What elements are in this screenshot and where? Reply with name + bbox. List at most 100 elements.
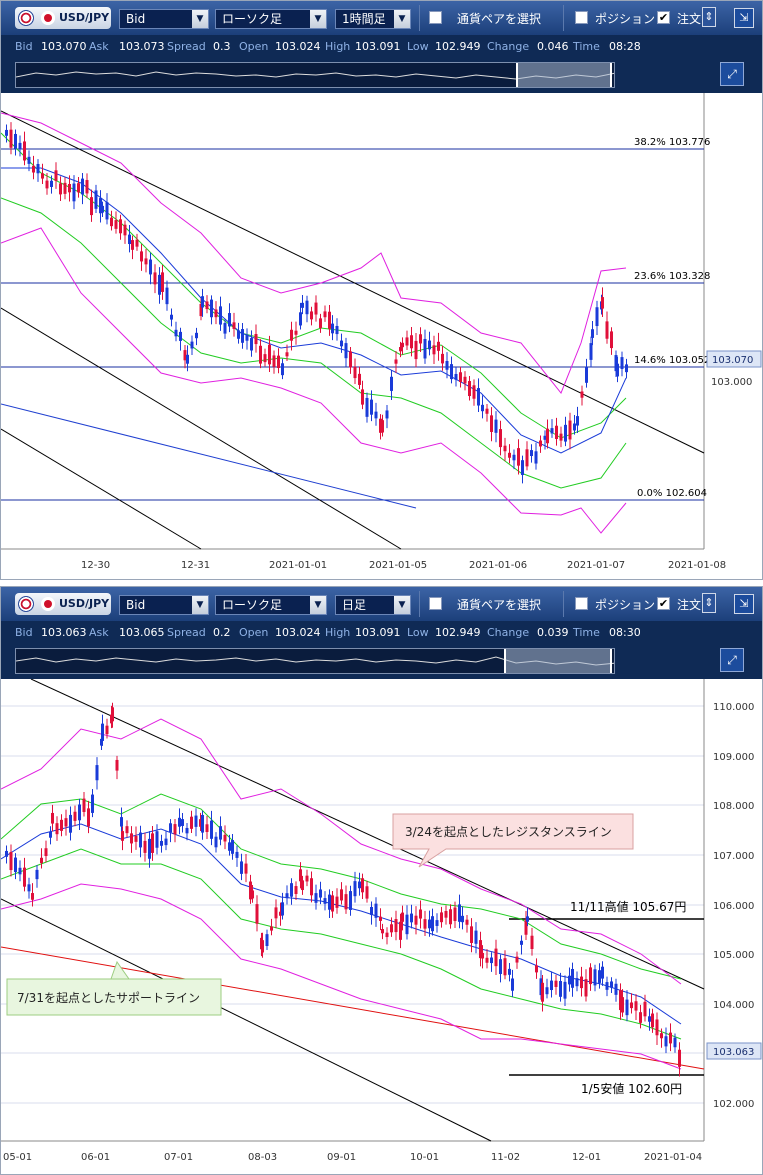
symbol-button[interactable]: USD/JPY bbox=[15, 593, 111, 615]
pair-select-label[interactable]: 通貨ペアを選択 bbox=[457, 12, 542, 26]
navigator[interactable] bbox=[15, 62, 615, 88]
navigator-handle[interactable] bbox=[504, 649, 612, 673]
candle bbox=[181, 819, 184, 826]
candle bbox=[161, 272, 164, 292]
candle bbox=[445, 361, 449, 370]
y-tick-label: 104.000 bbox=[713, 1000, 754, 1011]
expand-icon[interactable]: ⤢ bbox=[720, 62, 744, 86]
candle bbox=[323, 898, 327, 904]
toolbar: USD/JPY Bid ▼ ローソク足 ▼ 日足 ▼ 通貨ペアを選択 ポジション ✔ … bbox=[1, 587, 762, 621]
x-tick-label: 12-01 bbox=[572, 1152, 601, 1163]
candle bbox=[49, 831, 52, 838]
candle bbox=[503, 958, 507, 976]
candle bbox=[100, 738, 103, 746]
candle bbox=[44, 848, 48, 857]
candle bbox=[63, 182, 67, 194]
candle bbox=[5, 129, 8, 136]
x-tick-label: 12-30 bbox=[81, 560, 110, 571]
minimize-icon[interactable]: ⇲ bbox=[734, 8, 754, 28]
candle bbox=[90, 197, 93, 216]
order-checkbox[interactable]: ✔ bbox=[657, 11, 670, 24]
bollinger-sigma1-lower bbox=[0, 848, 682, 1040]
candle bbox=[9, 851, 13, 871]
candle bbox=[281, 363, 284, 376]
candle bbox=[214, 836, 218, 848]
candle bbox=[568, 420, 572, 440]
candle bbox=[465, 919, 469, 925]
y-tick-label: 102.000 bbox=[713, 1099, 754, 1110]
candle bbox=[511, 978, 514, 991]
candle bbox=[301, 880, 304, 891]
position-checkbox[interactable] bbox=[575, 597, 588, 610]
y-axis-ticks: 110.000 109.000 108.000 107.000 106.000 … bbox=[713, 702, 754, 1110]
candle bbox=[414, 915, 418, 925]
expand-icon[interactable]: ⤢ bbox=[720, 648, 744, 672]
y-tick-label: 109.000 bbox=[713, 752, 754, 763]
candle bbox=[285, 893, 289, 899]
hourly-chart[interactable]: 38.2% 103.776 23.6% 103.328 14.6% 103.05… bbox=[0, 93, 762, 579]
candle bbox=[235, 851, 239, 858]
candle bbox=[515, 956, 519, 963]
candle bbox=[458, 904, 461, 922]
chart-panel-daily: USD/JPY Bid ▼ ローソク足 ▼ 日足 ▼ 通貨ペアを選択 ポジション ✔ … bbox=[0, 586, 763, 1175]
order-checkbox[interactable]: ✔ bbox=[657, 597, 670, 610]
scroll-icon[interactable]: ⇕ bbox=[702, 593, 716, 613]
bid-label: Bid bbox=[15, 626, 33, 639]
candle bbox=[201, 814, 204, 833]
candle bbox=[541, 982, 544, 1002]
time-label: Time bbox=[573, 40, 600, 53]
candle bbox=[660, 1033, 663, 1039]
candle bbox=[23, 141, 26, 161]
candle bbox=[595, 307, 599, 327]
candle bbox=[281, 902, 284, 916]
candle bbox=[571, 968, 574, 988]
candle bbox=[149, 259, 152, 275]
scroll-icon[interactable]: ⇕ bbox=[702, 7, 716, 27]
candle bbox=[344, 894, 348, 910]
candle bbox=[301, 302, 304, 308]
candle bbox=[36, 163, 40, 174]
trend-line-lower bbox=[0, 428, 202, 550]
candle bbox=[605, 321, 609, 339]
pair-select-checkbox[interactable] bbox=[429, 11, 442, 24]
position-checkbox[interactable] bbox=[575, 11, 588, 24]
candle bbox=[444, 910, 448, 918]
candle bbox=[651, 1013, 654, 1028]
x-tick-label: 2021-01-06 bbox=[469, 560, 527, 571]
spread-value: 0.3 bbox=[213, 40, 231, 53]
price-type-select[interactable]: Bid ▼ bbox=[119, 9, 209, 29]
symbol-button[interactable]: USD/JPY bbox=[15, 7, 111, 29]
spread-value: 0.2 bbox=[213, 626, 231, 639]
resistance-callout-text: 3/24を起点としたレジスタンスライン bbox=[405, 825, 612, 839]
pair-select-checkbox[interactable] bbox=[429, 597, 442, 610]
time-label: Time bbox=[573, 626, 600, 639]
support-callout: 7/31を起点としたサポートライン bbox=[6, 960, 222, 1016]
daily-chart[interactable]: 3/24を起点としたレジスタンスライン 7/31を起点としたサポートライン 11… bbox=[0, 678, 762, 1174]
navigator[interactable] bbox=[15, 648, 615, 674]
navigator-handle[interactable] bbox=[516, 63, 612, 87]
candle bbox=[272, 355, 276, 367]
candle bbox=[144, 258, 148, 265]
candle bbox=[94, 190, 98, 209]
price-type-select[interactable]: Bid ▼ bbox=[119, 595, 209, 615]
candle bbox=[477, 388, 480, 406]
candle bbox=[268, 344, 271, 365]
candle bbox=[401, 342, 404, 348]
spread-label: Spread bbox=[167, 40, 206, 53]
ask-label: Ask bbox=[89, 626, 109, 639]
dropdown-arrow-icon: ▼ bbox=[310, 10, 326, 28]
minimize-icon[interactable]: ⇲ bbox=[734, 594, 754, 614]
period-select[interactable]: 1時間足 ▼ bbox=[335, 9, 411, 29]
candle bbox=[349, 891, 352, 910]
chart-type-value: ローソク足 bbox=[222, 12, 283, 26]
chart-type-select[interactable]: ローソク足 ▼ bbox=[215, 595, 327, 615]
candle bbox=[534, 451, 538, 464]
candle bbox=[305, 300, 309, 315]
pair-select-label[interactable]: 通貨ペアを選択 bbox=[457, 598, 542, 612]
candle bbox=[237, 330, 240, 339]
candle bbox=[678, 1049, 681, 1067]
x-tick-label: 09-01 bbox=[327, 1152, 356, 1163]
chart-type-select[interactable]: ローソク足 ▼ bbox=[215, 9, 327, 29]
price-type-value: Bid bbox=[126, 12, 146, 26]
period-select[interactable]: 日足 ▼ bbox=[335, 595, 411, 615]
